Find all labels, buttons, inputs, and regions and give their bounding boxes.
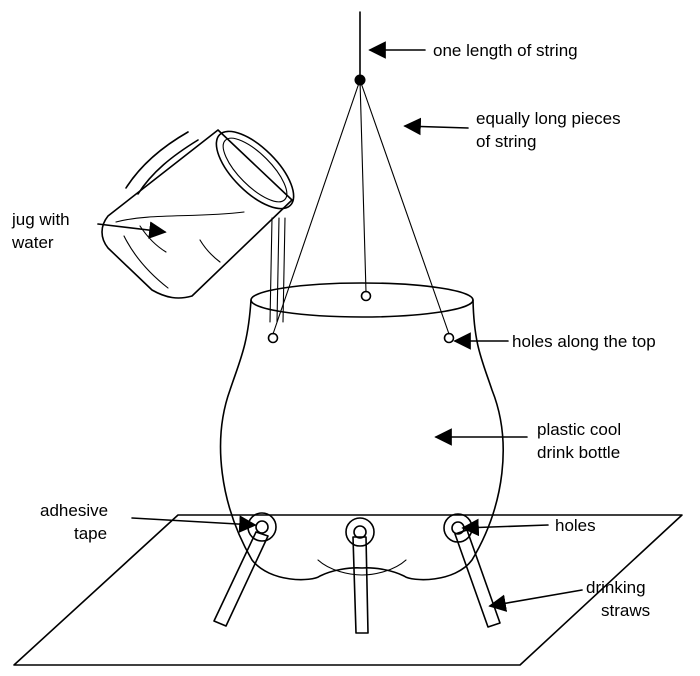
- hanging-strings: [272, 11, 450, 335]
- straw-left: [213, 512, 277, 627]
- tape-ring-middle: [345, 517, 375, 547]
- hole-top-middle: [360, 290, 372, 302]
- arrow-straws: [488, 589, 583, 612]
- arrow-tape: [131, 515, 257, 533]
- label-tape-1: adhesive: [40, 501, 108, 520]
- label-bottle-2: drink bottle: [537, 443, 620, 462]
- arrow-jug: [97, 221, 167, 239]
- jug-water-line: [115, 211, 245, 223]
- label-one-length-string: one length of string: [433, 41, 578, 60]
- string-piece-right: [359, 79, 450, 335]
- water-jug: [101, 129, 295, 299]
- hole-top-left: [267, 332, 279, 344]
- label-jug-1: jug with: [11, 210, 70, 229]
- label-tape-2: tape: [74, 524, 107, 543]
- label-holes-top: holes along the top: [512, 332, 656, 351]
- straw-right: [443, 513, 501, 628]
- string-piece-left: [272, 79, 361, 335]
- labels: one length of string equally long pieces…: [11, 41, 656, 620]
- arrow-equal-pieces: [403, 117, 469, 136]
- straw-middle: [345, 517, 375, 634]
- jug-mouth: [215, 130, 295, 210]
- label-straws-1: drinking: [586, 578, 646, 597]
- label-jug-2: water: [11, 233, 54, 252]
- string-piece-middle: [359, 79, 367, 293]
- base-sheet: [13, 514, 683, 666]
- label-equal-pieces-1: equally long pieces: [476, 109, 621, 128]
- label-bottle-1: plastic cool: [537, 420, 621, 439]
- label-equal-pieces-2: of string: [476, 132, 536, 151]
- jug-body: [101, 129, 293, 299]
- plastic-bottle: [219, 282, 504, 581]
- arrow-holes: [461, 518, 549, 537]
- jug-sketch-strokes: [123, 225, 221, 289]
- pointer-arrows: [97, 41, 583, 612]
- label-straws-2: straws: [601, 601, 650, 620]
- jug-handle: [125, 131, 199, 195]
- tape-ring-left: [247, 512, 277, 542]
- hole-top-right: [443, 332, 455, 344]
- bottle-body: [219, 299, 504, 581]
- water-stream: [269, 217, 286, 323]
- bottle-base-crease: [317, 559, 407, 576]
- label-holes: holes: [555, 516, 596, 535]
